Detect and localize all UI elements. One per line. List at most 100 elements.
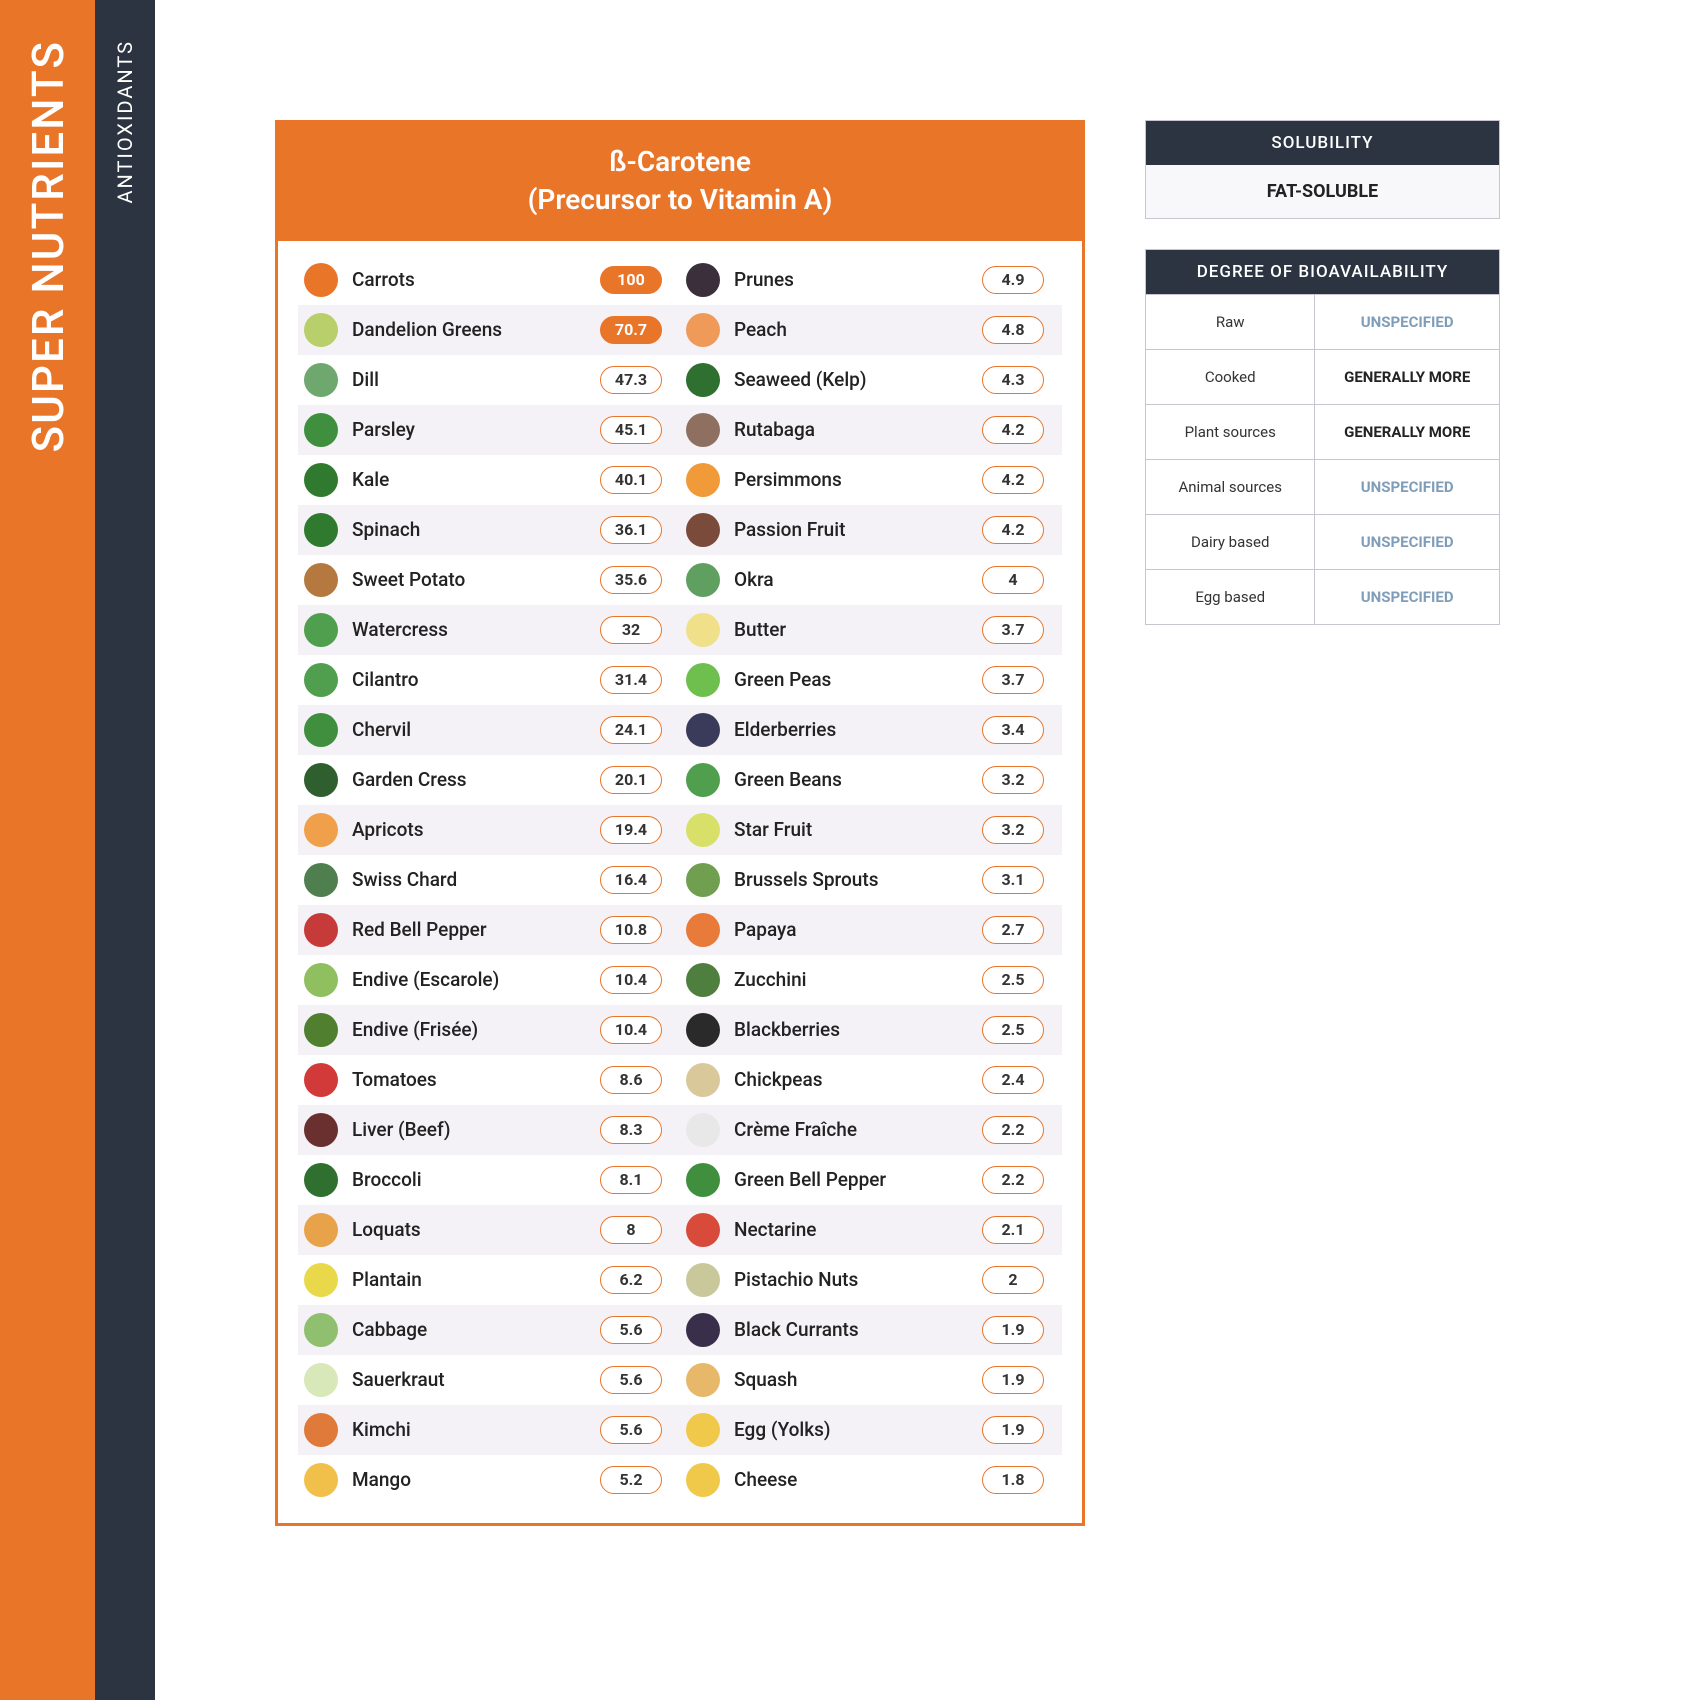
food-value-pill: 100 [600,266,662,294]
food-icon [686,1363,720,1397]
food-value-pill: 5.6 [600,1366,662,1394]
bio-row: Dairy basedUNSPECIFIED [1146,514,1499,569]
food-row: Nectarine2.1 [680,1205,1062,1255]
food-name: Pistachio Nuts [734,1268,982,1291]
food-icon [686,1013,720,1047]
bio-label: Plant sources [1146,405,1315,459]
food-row: Black Currants1.9 [680,1305,1062,1355]
food-name: Liver (Beef) [352,1118,600,1141]
food-name: Butter [734,618,982,641]
food-icon [686,1313,720,1347]
bio-label: Dairy based [1146,515,1315,569]
food-row: Cilantro31.4 [298,655,680,705]
food-row: Papaya2.7 [680,905,1062,955]
bio-label: Egg based [1146,570,1315,624]
food-name: Spinach [352,518,600,541]
food-row: Persimmons4.2 [680,455,1062,505]
food-value-pill: 24.1 [600,716,662,744]
food-row: Green Bell Pepper2.2 [680,1155,1062,1205]
food-icon [686,1263,720,1297]
food-name: Chervil [352,718,600,741]
solubility-box: SOLUBILITY FAT-SOLUBLE [1145,120,1500,219]
food-name: Loquats [352,1218,600,1241]
food-icon [304,1313,338,1347]
food-value-pill: 3.2 [982,816,1044,844]
food-name: Dandelion Greens [352,318,600,341]
food-value-pill: 1.9 [982,1416,1044,1444]
food-value-pill: 40.1 [600,466,662,494]
food-name: Mango [352,1468,600,1491]
food-value-pill: 4.9 [982,266,1044,294]
food-value-pill: 10.4 [600,966,662,994]
food-row: Swiss Chard16.4 [298,855,680,905]
bio-value: UNSPECIFIED [1315,460,1499,514]
food-icon [304,563,338,597]
food-value-pill: 4.8 [982,316,1044,344]
food-name: Cilantro [352,668,600,691]
bio-row: Egg basedUNSPECIFIED [1146,569,1499,624]
bio-label: Cooked [1146,350,1315,404]
bio-row: Animal sourcesUNSPECIFIED [1146,459,1499,514]
bioavailability-rows: RawUNSPECIFIEDCookedGENERALLY MOREPlant … [1146,294,1499,624]
food-icon [304,1463,338,1497]
food-name: Tomatoes [352,1068,600,1091]
food-value-pill: 5.6 [600,1416,662,1444]
food-row: Prunes4.9 [680,255,1062,305]
food-icon [686,1213,720,1247]
food-value-pill: 4.2 [982,466,1044,494]
food-name: Okra [734,568,982,591]
bio-value: UNSPECIFIED [1315,295,1499,349]
food-value-pill: 47.3 [600,366,662,394]
bio-row: CookedGENERALLY MORE [1146,349,1499,404]
food-row: Dill47.3 [298,355,680,405]
food-icon [304,1363,338,1397]
bio-row: Plant sourcesGENERALLY MORE [1146,404,1499,459]
food-name: Green Peas [734,668,982,691]
food-row: Endive (Frisée)10.4 [298,1005,680,1055]
food-name: Brussels Sprouts [734,868,982,891]
food-name: Seaweed (Kelp) [734,368,982,391]
food-name: Swiss Chard [352,868,600,891]
food-row: Cheese1.8 [680,1455,1062,1505]
food-row: Passion Fruit4.2 [680,505,1062,555]
food-value-pill: 4.2 [982,416,1044,444]
food-icon [304,763,338,797]
food-value-pill: 36.1 [600,516,662,544]
food-icon [304,463,338,497]
food-value-pill: 3.4 [982,716,1044,744]
food-icon [686,563,720,597]
food-row: Okra4 [680,555,1062,605]
food-column-left: Carrots100Dandelion Greens70.7Dill47.3Pa… [298,255,680,1505]
food-value-pill: 3.2 [982,766,1044,794]
food-name: Chickpeas [734,1068,982,1091]
food-row: Sauerkraut5.6 [298,1355,680,1405]
food-name: Apricots [352,818,600,841]
food-icon [686,613,720,647]
food-icon [686,1113,720,1147]
food-value-pill: 2.2 [982,1166,1044,1194]
food-value-pill: 70.7 [600,316,662,344]
food-row: Parsley45.1 [298,405,680,455]
food-value-pill: 1.8 [982,1466,1044,1494]
food-name: Dill [352,368,600,391]
bio-value: UNSPECIFIED [1315,515,1499,569]
food-value-pill: 3.7 [982,666,1044,694]
food-value-pill: 5.6 [600,1316,662,1344]
sidebar-sub-label: ANTIOXIDANTS [113,40,137,204]
food-name: Watercress [352,618,600,641]
food-row: Watercress32 [298,605,680,655]
food-icon [304,313,338,347]
food-value-pill: 10.8 [600,916,662,944]
food-row: Brussels Sprouts3.1 [680,855,1062,905]
bio-row: RawUNSPECIFIED [1146,294,1499,349]
food-value-pill: 2.4 [982,1066,1044,1094]
food-value-pill: 45.1 [600,416,662,444]
food-icon [686,463,720,497]
food-row: Cabbage5.6 [298,1305,680,1355]
food-row: Endive (Escarole)10.4 [298,955,680,1005]
food-value-pill: 8 [600,1216,662,1244]
food-icon [686,313,720,347]
bioavailability-header: DEGREE OF BIOAVAILABILITY [1146,250,1499,294]
food-icon [304,713,338,747]
food-value-pill: 2.7 [982,916,1044,944]
